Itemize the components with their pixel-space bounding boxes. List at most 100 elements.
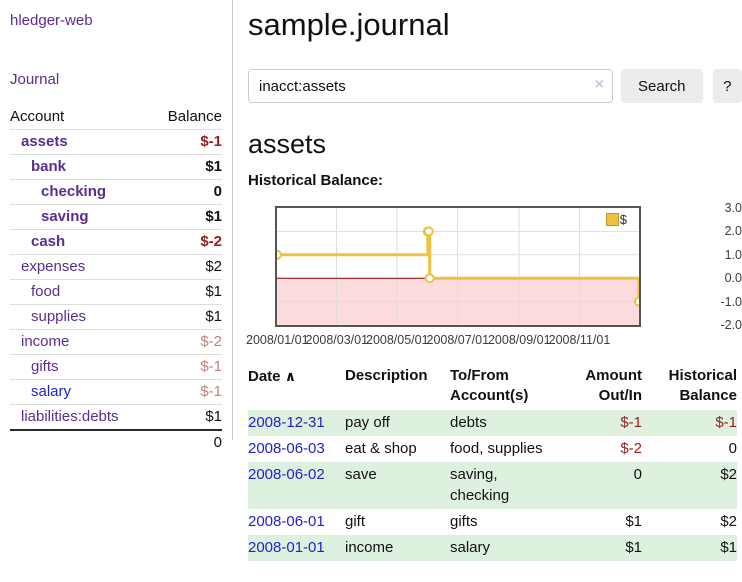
y-tick-label: -1.0 [720, 294, 742, 309]
x-tick-label: 2008/11/01 [548, 333, 611, 347]
transaction-amount: $1 [625, 539, 642, 556]
account-cell: bank [10, 154, 152, 180]
transaction-accounts: salary [450, 539, 491, 556]
chart-plot[interactable]: $ [275, 206, 641, 327]
sidebar-item-journal[interactable]: Journal [10, 71, 60, 88]
account-link-income[interactable]: income [21, 333, 70, 350]
y-tick-label: 0.0 [724, 271, 742, 286]
y-tick-label: 1.0 [724, 247, 742, 262]
accounts-header-balance: Balance [167, 108, 222, 125]
account-row: expenses $2 [10, 254, 222, 280]
page-title: sample.journal [248, 7, 450, 42]
clear-search-icon[interactable]: × [594, 76, 604, 93]
transaction-date-cell: 2008-06-03 [248, 436, 345, 462]
account-balance: $2 [151, 254, 222, 280]
register-row: 2008-01-01 income salary $1 $1 [248, 535, 737, 561]
account-link-saving[interactable]: saving [41, 208, 89, 225]
register-header-date: Date ∧ [248, 364, 345, 410]
transaction-description: save [345, 466, 377, 483]
account-link-supplies[interactable]: supplies [31, 308, 87, 325]
transaction-date-cell: 2008-06-02 [248, 462, 345, 509]
accounts-header-account: Account [10, 108, 65, 125]
accounts-total-balance: 0 [151, 429, 222, 455]
chart-title: Historical Balance: [248, 172, 384, 189]
date-header-label: Date [248, 368, 281, 385]
accounts-header-row: Account Balance [10, 105, 222, 130]
account-row: saving $1 [10, 204, 222, 230]
account-cell: income [10, 329, 152, 355]
transaction-accounts: food, supplies [450, 440, 543, 457]
account-link-cash[interactable]: cash [31, 233, 66, 250]
transaction-description: gift [345, 513, 366, 530]
account-balance: $-1 [151, 129, 222, 155]
account-balance: $-2 [151, 229, 222, 255]
accounts-table: Account Balance assets $-1 bank $1 checking 0… [10, 105, 222, 455]
register-header-row: Date ∧ Description To/From Account(s) Am… [248, 364, 737, 410]
x-tick-label: 2008/05/01 [366, 333, 429, 347]
transaction-balance: 0 [728, 440, 737, 457]
transaction-date-link[interactable]: 2008-12-31 [248, 414, 325, 431]
account-link-gifts[interactable]: gifts [31, 358, 59, 375]
account-row: salary $-1 [10, 379, 222, 405]
chart-legend: $ [605, 212, 627, 227]
register-header-accounts: To/From Account(s) [450, 367, 529, 404]
account-cell: assets [10, 129, 152, 155]
legend-label: $ [619, 212, 627, 227]
account-link-expenses[interactable]: expenses [21, 258, 86, 275]
transaction-balance: $2 [720, 466, 737, 483]
transaction-accounts: gifts [450, 513, 478, 530]
register-row: 2008-12-31 pay off debts $-1 $-1 [248, 410, 737, 436]
account-link-assets[interactable]: assets [21, 133, 68, 150]
account-row: bank $1 [10, 154, 222, 180]
account-link-bank[interactable]: bank [31, 158, 67, 175]
transaction-date-cell: 2008-12-31 [248, 410, 345, 436]
account-cell: cash [10, 229, 152, 255]
search-input[interactable] [248, 69, 613, 103]
account-cell: food [10, 279, 152, 305]
transaction-accounts: saving, checking [450, 466, 510, 504]
search-button[interactable]: Search [621, 69, 703, 103]
account-link-salary[interactable]: salary [31, 383, 72, 400]
transaction-date-link[interactable]: 2008-06-02 [248, 466, 325, 483]
register-header-balance: Historical Balance [668, 367, 737, 404]
account-balance: $-2 [151, 329, 222, 355]
account-balance: $1 [151, 204, 222, 230]
transaction-date-cell: 2008-06-01 [248, 509, 345, 535]
transaction-description: income [345, 539, 394, 556]
sidebar-nav: Journal [10, 71, 222, 88]
transaction-balance: $2 [720, 513, 737, 530]
main-content: sample.journal × Search ? assets Histori… [246, 0, 742, 561]
account-link-checking[interactable]: checking [41, 183, 107, 200]
brand-link[interactable]: hledger-web [10, 12, 93, 29]
account-link-food[interactable]: food [31, 283, 61, 300]
account-cell: expenses [10, 254, 152, 280]
help-button[interactable]: ? [712, 69, 742, 103]
account-row: cash $-2 [10, 229, 222, 255]
search-form: × Search ? [248, 69, 742, 103]
account-cell: gifts [10, 354, 152, 380]
register-row: 2008-06-02 save saving, checking 0 $2 [248, 462, 737, 509]
transaction-date-link[interactable]: 2008-06-01 [248, 513, 325, 530]
balance-chart: 3.0 2.0 1.0 0.0 -1.0 -2.0 $ 2008/01/01 2008/03… [246, 201, 742, 354]
y-tick-label: 3.0 [724, 201, 742, 215]
y-tick-label: -2.0 [720, 318, 742, 332]
transaction-date-link[interactable]: 2008-06-03 [248, 440, 325, 457]
account-cell: checking [10, 179, 152, 205]
account-row: liabilities:debts $1 [10, 404, 222, 430]
register-table: Date ∧ Description To/From Account(s) Am… [248, 364, 737, 561]
transaction-amount: $-1 [620, 414, 642, 431]
account-cell: salary [10, 379, 152, 405]
register-row: 2008-06-01 gift gifts $1 $2 [248, 509, 737, 535]
transaction-amount: $1 [625, 513, 642, 530]
account-row: gifts $-1 [10, 354, 222, 380]
account-balance: $1 [151, 154, 222, 180]
account-link-liabilities-debts[interactable]: liabilities:debts [21, 408, 119, 425]
transaction-date-link[interactable]: 2008-01-01 [248, 539, 325, 556]
sidebar: hledger-web Journal Account Balance asse… [0, 0, 233, 455]
x-tick-label: 2008/03/01 [305, 333, 369, 347]
x-tick-label: 2008/07/01 [426, 333, 490, 347]
account-row: checking 0 [10, 179, 222, 205]
account-balance: $1 [151, 304, 222, 330]
account-cell: liabilities:debts [10, 404, 152, 430]
x-tick-label: 2008/01/01 [246, 333, 309, 347]
